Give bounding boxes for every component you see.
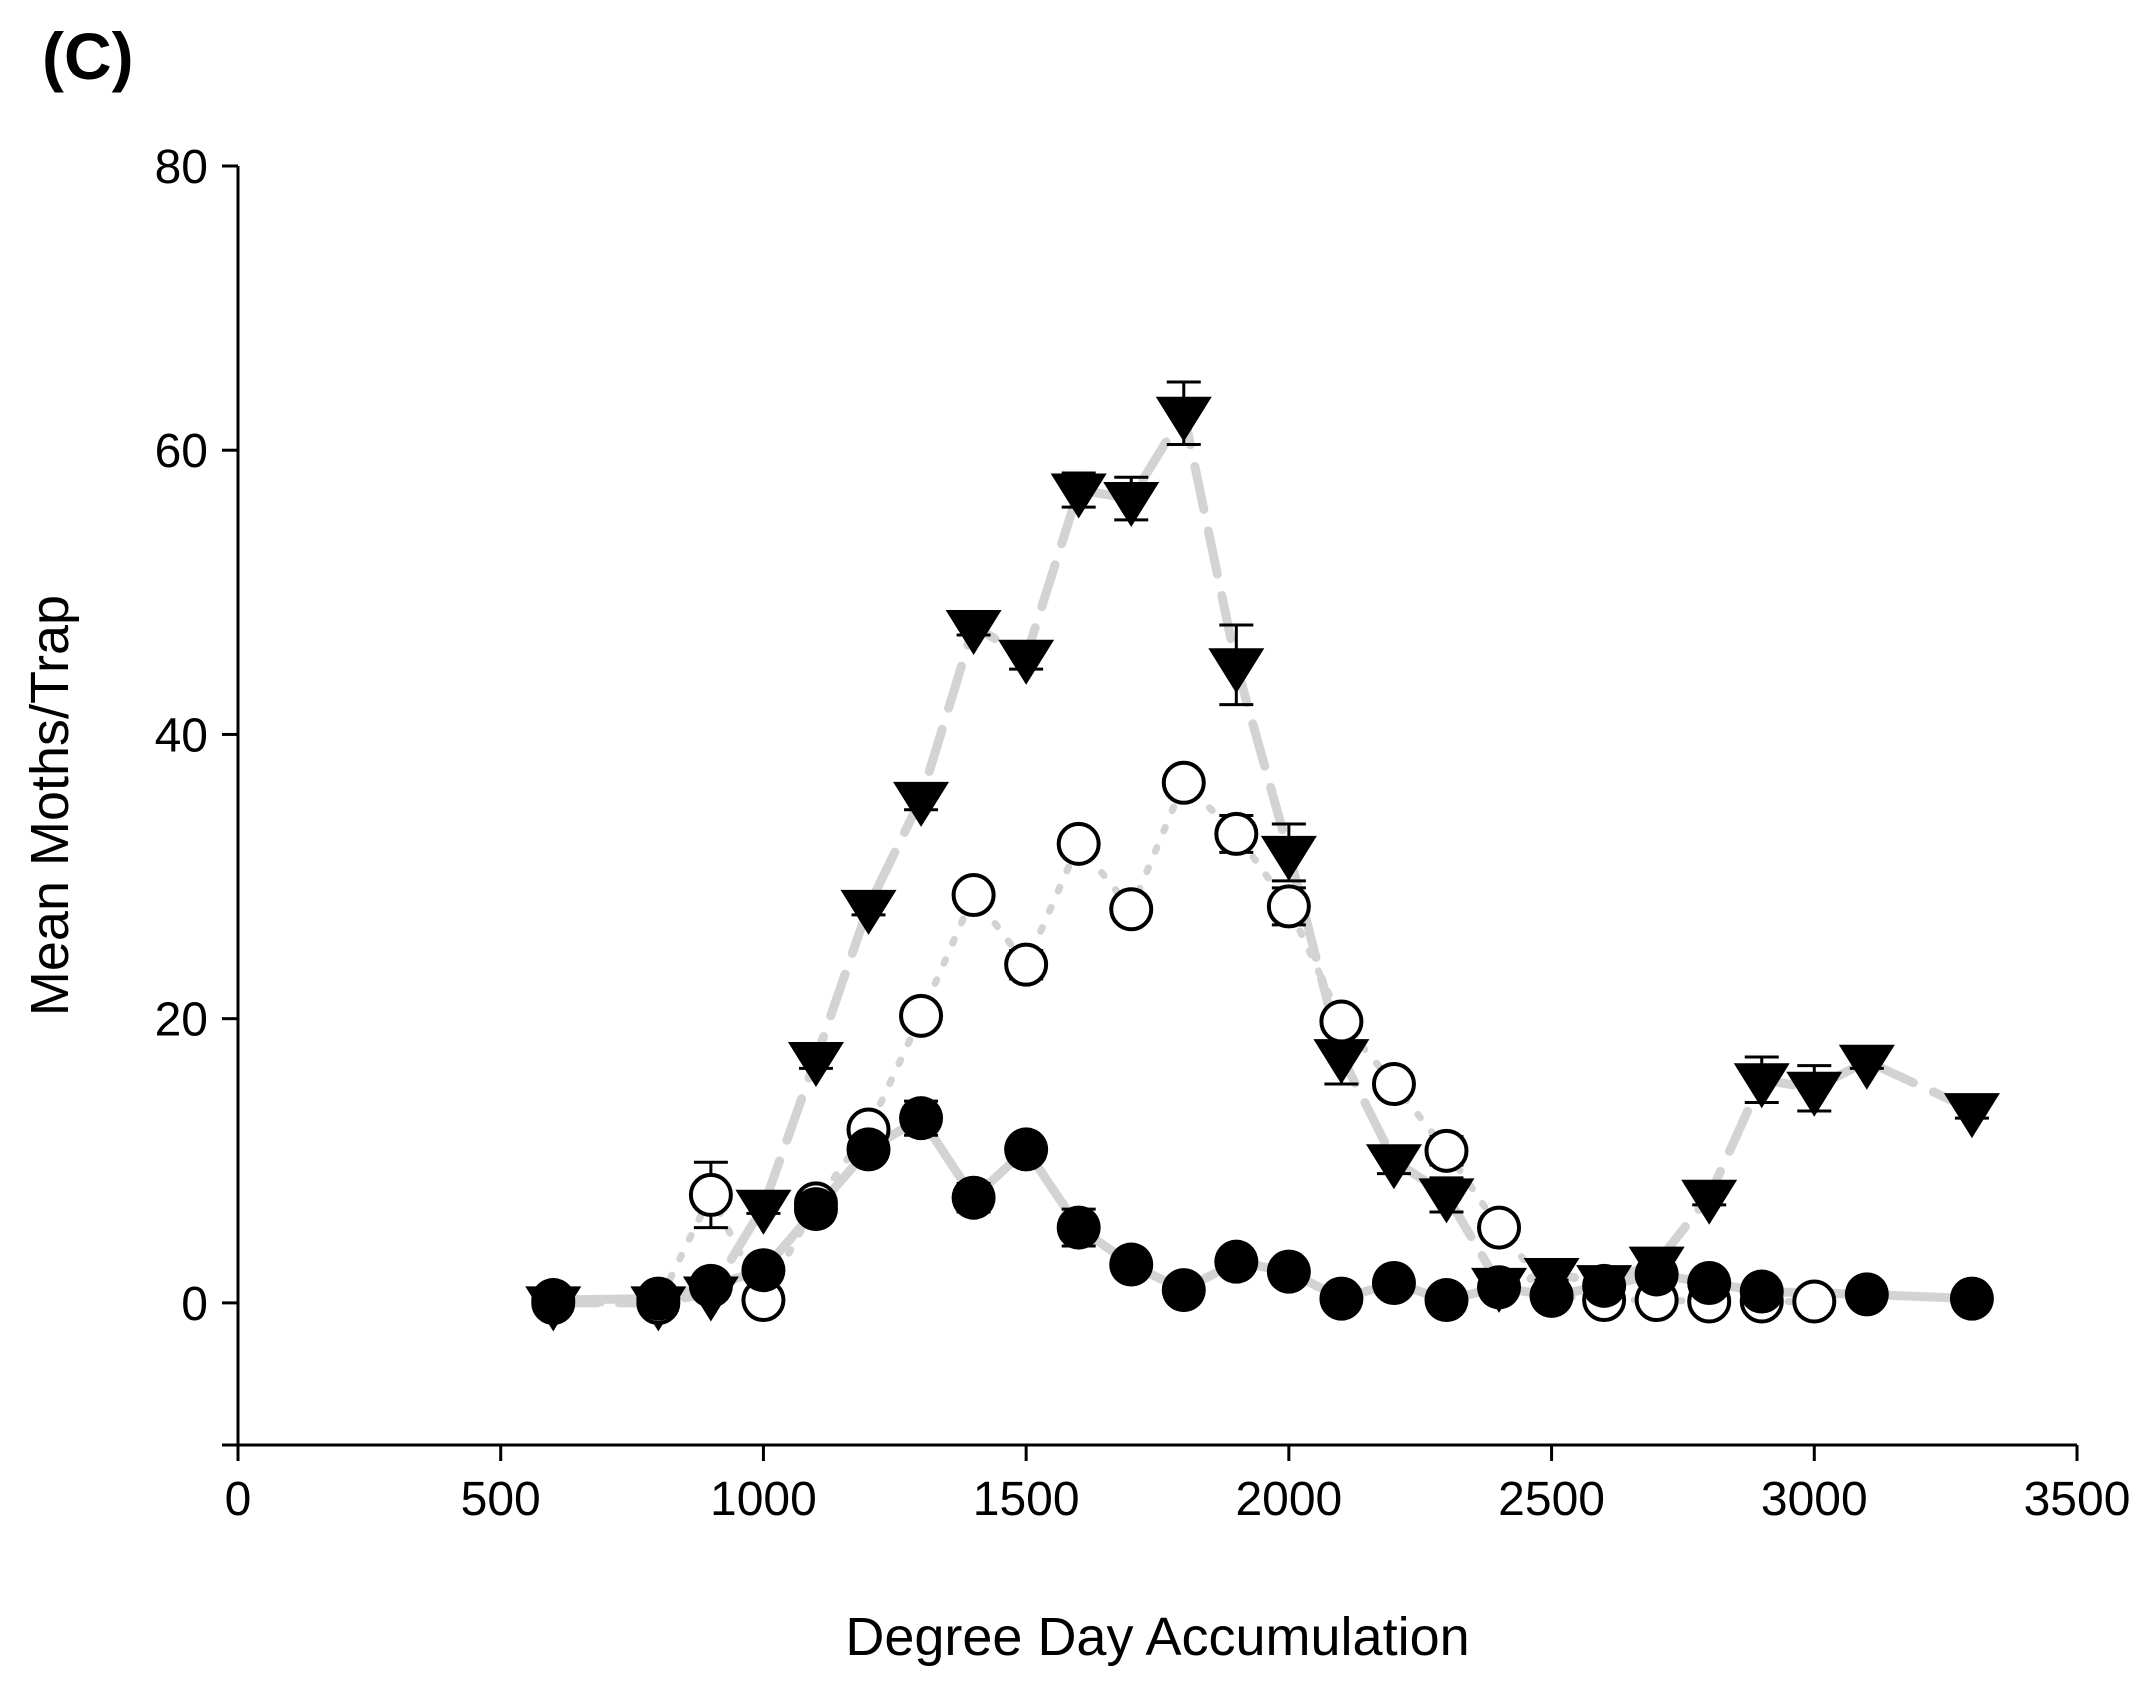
y-axis-title: Mean Moths/Trap <box>20 595 80 1016</box>
x-axis-title: Degree Day Accumulation <box>845 1607 1469 1667</box>
data-point <box>1266 1249 1311 1294</box>
data-point <box>998 639 1055 685</box>
data-point <box>951 1175 996 1220</box>
data-point <box>846 1127 891 1172</box>
data-point <box>1477 1205 1522 1250</box>
data-point <box>1319 999 1364 1044</box>
data-point <box>1161 760 1206 805</box>
data-point <box>688 1172 733 1217</box>
x-tick-label: 3500 <box>2024 1473 2131 1526</box>
y-tick-label: 60 <box>155 425 208 478</box>
series-lines <box>548 408 1977 1308</box>
data-point <box>899 993 944 1038</box>
data-point <box>1050 473 1107 519</box>
data-point <box>1681 1179 1738 1225</box>
data-point <box>1161 1268 1206 1313</box>
data-point <box>1418 1178 1475 1224</box>
x-tick-label: 2500 <box>1498 1473 1605 1526</box>
data-point <box>1424 1128 1469 1173</box>
data-point <box>1056 821 1101 866</box>
x-tick-label: 2000 <box>1235 1473 1342 1526</box>
data-point <box>1214 1239 1259 1284</box>
data-point <box>1949 1276 1994 1321</box>
data-point <box>1109 1242 1154 1287</box>
data-point <box>735 1189 792 1235</box>
y-tick-label: 80 <box>155 141 208 194</box>
data-point <box>1529 1273 1574 1318</box>
data-point <box>1155 396 1212 442</box>
data-point <box>1424 1278 1469 1323</box>
series-line <box>549 779 1818 1307</box>
data-point <box>1786 1071 1843 1117</box>
data-point <box>688 1263 733 1308</box>
data-point <box>1056 1205 1101 1250</box>
y-tick-label: 20 <box>155 994 208 1047</box>
data-point <box>1109 887 1154 932</box>
data-markers <box>525 396 2000 1332</box>
data-point <box>945 609 1002 655</box>
data-point <box>1214 811 1259 856</box>
x-tick-label: 1000 <box>710 1473 817 1526</box>
data-point <box>1943 1093 2000 1139</box>
data-point <box>840 889 897 935</box>
x-tick-label: 1500 <box>973 1473 1080 1526</box>
data-point <box>1208 648 1265 694</box>
data-point <box>531 1278 576 1323</box>
data-point <box>636 1276 681 1321</box>
data-point <box>1792 1279 1837 1324</box>
data-point <box>1004 1127 1049 1172</box>
error-bars <box>693 380 1989 1302</box>
data-point <box>951 873 996 918</box>
data-point <box>1634 1252 1679 1297</box>
panel-label: (C) <box>42 19 134 93</box>
x-tick-label: 0 <box>225 1473 252 1526</box>
data-point <box>1582 1263 1627 1308</box>
data-point <box>893 781 950 827</box>
data-point <box>1266 884 1311 929</box>
data-point <box>1319 1276 1364 1321</box>
series-line <box>548 408 1977 1308</box>
data-point <box>1103 482 1160 528</box>
axes: 0 500 1000 1500 2000 2500 3000 3500 0 20 40 60 80 <box>155 141 2131 1526</box>
data-point <box>1739 1269 1784 1314</box>
data-point <box>1260 835 1317 881</box>
data-point <box>1733 1063 1790 1109</box>
data-point <box>787 1041 844 1087</box>
data-point <box>793 1187 838 1232</box>
x-tick-label: 500 <box>461 1473 541 1526</box>
data-point <box>899 1096 944 1141</box>
data-point <box>1371 1062 1416 1107</box>
data-point <box>741 1248 786 1293</box>
data-point <box>1838 1044 1895 1090</box>
x-tick-label: 3000 <box>1761 1473 1868 1526</box>
y-tick-label: 40 <box>155 709 208 762</box>
data-point <box>1687 1260 1732 1305</box>
data-point <box>1004 942 1049 987</box>
data-point <box>1365 1144 1422 1190</box>
y-tick-label: 0 <box>181 1278 208 1331</box>
data-point <box>1371 1260 1416 1305</box>
data-point <box>1477 1265 1522 1310</box>
data-point <box>1844 1272 1889 1317</box>
data-point <box>1313 1039 1370 1085</box>
